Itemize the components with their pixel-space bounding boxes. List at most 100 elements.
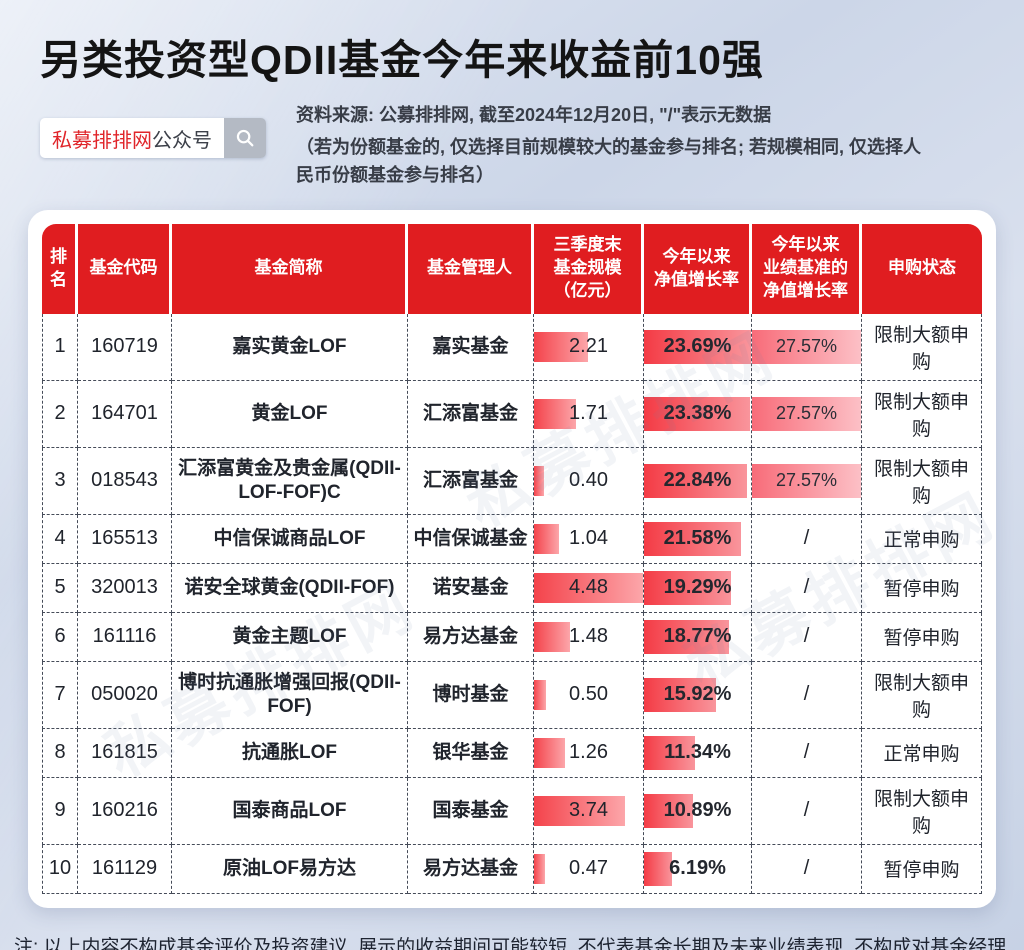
table-row: 9 160216 国泰商品LOF 国泰基金 3.74 10.89% / 限制大额申购 (42, 777, 982, 845)
brand-name: 私募排排网 (52, 129, 152, 152)
column-header: 今年以来 净值增长率 (644, 223, 752, 314)
purchase-status-cell: 暂停申购 (862, 844, 982, 894)
fund-scale-cell: 1.71 (534, 380, 644, 448)
scale-value: 0.40 (569, 469, 608, 492)
fund-scale-cell: 1.04 (534, 514, 644, 564)
scale-bar (534, 621, 570, 652)
no-data-value: / (803, 576, 810, 599)
column-header: 今年以来 业绩基准的 净值增长率 (752, 223, 862, 314)
search-button[interactable] (224, 118, 266, 158)
return-bar (644, 793, 694, 828)
fund-scale-cell: 1.26 (534, 728, 644, 778)
rank-cell: 2 (42, 380, 78, 448)
table-row: 1 160719 嘉实黄金LOF 嘉实基金 2.21 23.69% 27.57% 限制大额申购 (42, 313, 982, 381)
fund-manager-cell: 汇添富基金 (408, 447, 534, 515)
no-data-value: / (803, 857, 810, 880)
no-data-value: / (803, 741, 810, 764)
fund-manager-cell: 汇添富基金 (408, 380, 534, 448)
source-line: 资料来源: 公募排排网, 截至2024年12月20日, "/"表示无数据 (296, 105, 772, 125)
no-data-value: / (803, 683, 810, 706)
scale-value: 1.04 (569, 527, 608, 550)
purchase-status-cell: 限制大额申购 (862, 380, 982, 448)
ytd-return-cell: 10.89% (644, 777, 752, 845)
fund-scale-cell: 4.48 (534, 563, 644, 613)
fund-name-cell: 黄金主题LOF (172, 612, 408, 662)
scale-bar (534, 795, 625, 826)
table-row: 3 018543 汇添富黄金及贵金属(QDII-LOF-FOF)C 汇添富基金 0.40… (42, 447, 982, 515)
benchmark-value: 27.57% (775, 402, 838, 423)
fund-name-cell: 汇添富黄金及贵金属(QDII-LOF-FOF)C (172, 447, 408, 515)
scale-value: 1.71 (569, 402, 608, 425)
fund-code-cell: 050020 (78, 661, 172, 729)
scale-value: 4.48 (569, 576, 608, 599)
return-bar (644, 619, 729, 654)
purchase-status-cell: 限制大额申购 (862, 447, 982, 515)
source-note: （若为份额基金的, 仅选择目前规模较大的基金参与排名; 若规模相同, 仅选择人民… (296, 136, 921, 185)
fund-scale-cell: 0.40 (534, 447, 644, 515)
ytd-return-cell: 19.29% (644, 563, 752, 613)
benchmark-bar (752, 463, 861, 498)
benchmark-return-cell: / (752, 514, 862, 564)
ranking-table: 排名 基金代码 基金简称 基金管理人 三季度末 基金规模 （亿元） 今年以来 净值增长率今… (42, 223, 982, 894)
scale-bar (534, 398, 576, 429)
ranking-table-card: 私募排排网 私募排排网 私募排排网 排名 基金代码 基金简称 基金管理人 三季度末 基金… (28, 209, 1007, 908)
scale-bar (534, 737, 565, 768)
scale-bar (534, 572, 643, 603)
fund-manager-cell: 银华基金 (408, 728, 534, 778)
fund-code-cell: 320013 (78, 563, 172, 613)
fund-scale-cell: 0.47 (534, 844, 644, 894)
no-data-value: / (803, 625, 810, 648)
fund-code-cell: 160216 (78, 777, 172, 845)
fund-manager-cell: 易方达基金 (408, 612, 534, 662)
benchmark-return-cell: / (752, 563, 862, 613)
fund-manager-cell: 中信保诚基金 (408, 514, 534, 564)
fund-scale-cell: 0.50 (534, 661, 644, 729)
ytd-return-cell: 6.19% (644, 844, 752, 894)
benchmark-return-cell: 27.57% (752, 313, 862, 381)
column-header: 基金代码 (78, 223, 172, 314)
table-row: 6 161116 黄金主题LOF 易方达基金 1.48 18.77% / 暂停申购 (42, 612, 982, 662)
benchmark-value: 27.57% (775, 335, 838, 356)
rank-cell: 8 (42, 728, 78, 778)
no-data-value: / (803, 799, 810, 822)
fund-name-cell: 国泰商品LOF (172, 777, 408, 845)
ytd-return-cell: 15.92% (644, 661, 752, 729)
return-bar (644, 851, 672, 886)
purchase-status-cell: 暂停申购 (862, 563, 982, 613)
badge-suffix: 公众号 (152, 129, 212, 152)
return-bar (644, 677, 716, 712)
table-row: 8 161815 抗通胀LOF 银华基金 1.26 11.34% / 正常申购 (42, 728, 982, 778)
badge-text: 私募排排网 公众号 (40, 118, 224, 158)
fund-name-cell: 诺安全球黄金(QDII-FOF) (172, 563, 408, 613)
fund-scale-cell: 2.21 (534, 313, 644, 381)
fund-name-cell: 博时抗通胀增强回报(QDII-FOF) (172, 661, 408, 729)
scale-value: 1.48 (569, 625, 608, 648)
fund-scale-cell: 1.48 (534, 612, 644, 662)
benchmark-value: 27.57% (775, 469, 838, 490)
rank-cell: 1 (42, 313, 78, 381)
table-header-row: 排名 基金代码 基金简称 基金管理人 三季度末 基金规模 （亿元） 今年以来 净值增长率今… (42, 223, 982, 314)
fund-code-cell: 161129 (78, 844, 172, 894)
ytd-return-cell: 22.84% (644, 447, 752, 515)
source-block: 资料来源: 公募排排网, 截至2024年12月20日, "/"表示无数据 （若为… (296, 102, 936, 190)
rank-cell: 6 (42, 612, 78, 662)
fund-manager-cell: 易方达基金 (408, 844, 534, 894)
return-bar (644, 735, 696, 770)
ytd-return-cell: 18.77% (644, 612, 752, 662)
return-value: 22.84% (663, 469, 732, 492)
rank-cell: 3 (42, 447, 78, 515)
scale-bar (534, 853, 546, 884)
column-header: 基金简称 (172, 223, 408, 314)
return-value: 18.77% (663, 625, 732, 648)
table-row: 7 050020 博时抗通胀增强回报(QDII-FOF) 博时基金 0.50 15.92%… (42, 661, 982, 729)
fund-manager-cell: 嘉实基金 (408, 313, 534, 381)
benchmark-return-cell: / (752, 661, 862, 729)
return-value: 23.38% (663, 402, 732, 425)
fund-manager-cell: 博时基金 (408, 661, 534, 729)
wechat-account-badge: 私募排排网 公众号 (40, 118, 266, 158)
fund-code-cell: 160719 (78, 313, 172, 381)
no-data-value: / (803, 527, 810, 550)
benchmark-return-cell: / (752, 728, 862, 778)
scale-value: 1.26 (569, 741, 608, 764)
return-bar (644, 463, 748, 498)
